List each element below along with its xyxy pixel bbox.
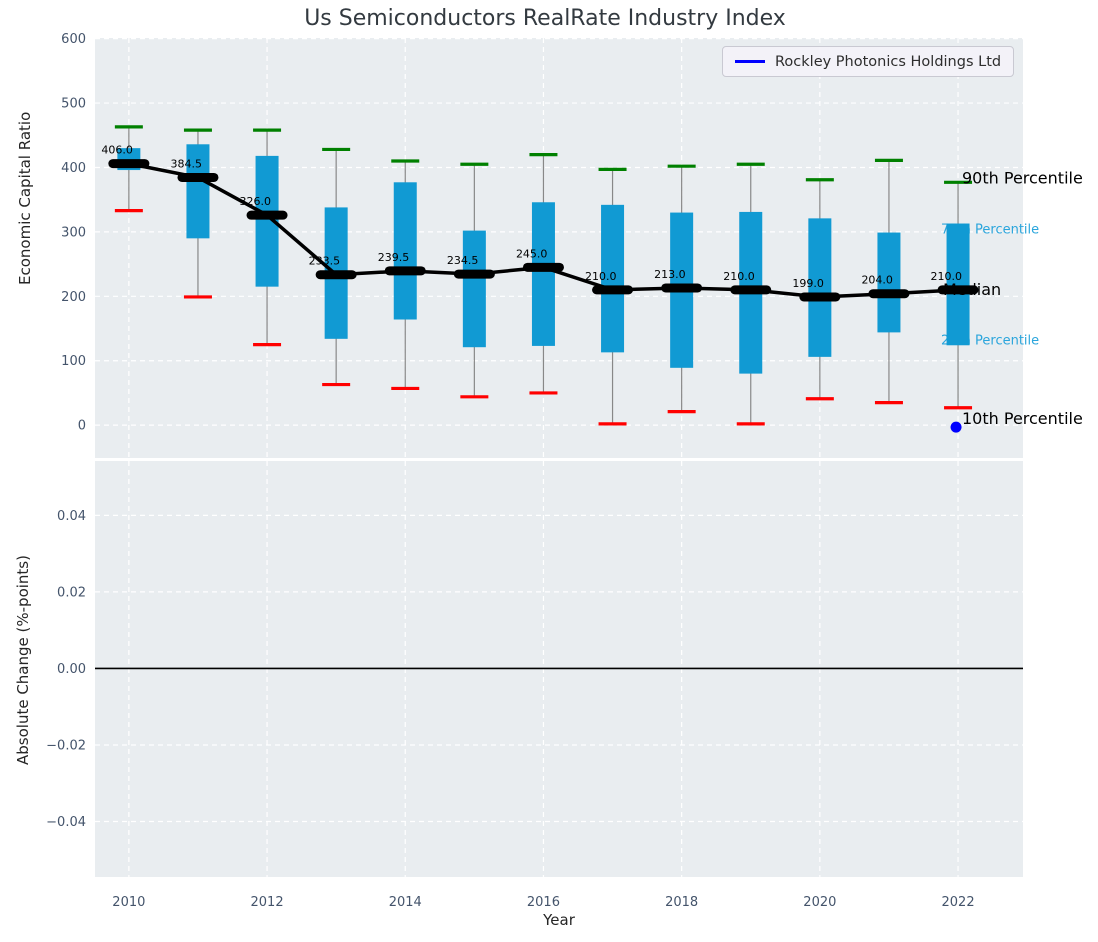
box-2016: [531, 202, 555, 346]
box-2015: [462, 230, 486, 348]
y-tick-bot-0.04: 0.04: [57, 509, 86, 524]
box-2020: [808, 218, 832, 357]
company-point: [950, 421, 962, 433]
y-tick-bot-−0.02: −0.02: [46, 738, 86, 753]
median-label-2018: 213.0: [654, 268, 686, 281]
box-2022: [946, 223, 970, 346]
x-tick-2022: 2022: [942, 895, 975, 910]
box-2011: [186, 144, 210, 239]
y-tick-top-200: 200: [61, 290, 86, 305]
x-tick-2010: 2010: [112, 895, 145, 910]
median-label-2013: 233.5: [309, 255, 341, 268]
top-axes: [95, 38, 1023, 458]
annotation-90th-percentile: 90th Percentile: [962, 168, 1083, 187]
median-label-2017: 210.0: [585, 270, 617, 283]
x-tick-2020: 2020: [803, 895, 836, 910]
median-label-2020: 199.0: [792, 277, 824, 290]
median-label-2022: 210.0: [931, 270, 963, 283]
bottom-y-axis-label: Absolute Change (%-points): [14, 555, 32, 765]
x-tick-2012: 2012: [251, 895, 284, 910]
legend: Rockley Photonics Holdings Ltd: [722, 46, 1015, 77]
y-tick-top-400: 400: [61, 161, 86, 176]
x-tick-2018: 2018: [665, 895, 698, 910]
y-tick-top-300: 300: [61, 225, 86, 240]
box-2021: [877, 232, 901, 333]
median-label-2012: 326.0: [240, 195, 272, 208]
median-label-2011: 384.5: [170, 157, 202, 170]
y-tick-top-100: 100: [61, 354, 86, 369]
median-label-2015: 234.5: [447, 254, 479, 267]
box-2012: [255, 155, 279, 287]
box-2014: [393, 182, 417, 320]
box-2017: [601, 204, 625, 353]
median-label-2021: 204.0: [861, 274, 893, 287]
x-axis-label: Year: [543, 911, 575, 929]
x-tick-2014: 2014: [389, 895, 422, 910]
median-label-2014: 239.5: [378, 251, 410, 264]
chart-title: Us Semiconductors RealRate Industry Inde…: [304, 6, 786, 31]
top-y-axis-label: Economic Capital Ratio: [16, 111, 34, 285]
annotation-10th-percentile: 10th Percentile: [962, 409, 1083, 428]
median-label-2010: 406.0: [101, 144, 133, 157]
y-tick-top-500: 500: [61, 97, 86, 112]
y-tick-bot-0.00: 0.00: [57, 662, 86, 677]
legend-line-swatch: [735, 60, 765, 63]
y-tick-bot-−0.04: −0.04: [46, 815, 86, 830]
median-label-2019: 210.0: [723, 270, 755, 283]
legend-label: Rockley Photonics Holdings Ltd: [775, 53, 1002, 70]
median-label-2016: 245.0: [516, 247, 548, 260]
annotation-median: Median: [943, 280, 1001, 299]
y-tick-top-600: 600: [61, 32, 86, 47]
y-tick-bot-0.02: 0.02: [57, 585, 86, 600]
x-tick-2016: 2016: [527, 895, 560, 910]
y-tick-top-0: 0: [78, 419, 86, 434]
